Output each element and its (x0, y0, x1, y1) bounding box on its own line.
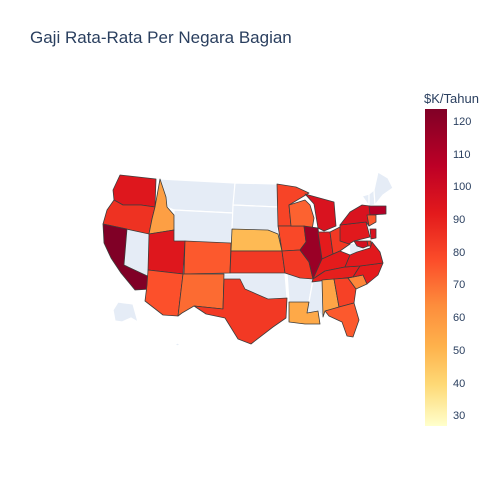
colorbar-tick-label: 50 (453, 344, 466, 357)
colorbar-gradient (425, 109, 447, 426)
state-tx[interactable] (193, 278, 288, 345)
state-la[interactable] (288, 301, 321, 325)
state-ne[interactable] (230, 228, 283, 252)
state-ct[interactable] (366, 214, 377, 227)
state-me[interactable] (373, 171, 394, 206)
colorbar-tick-label: 80 (453, 246, 466, 259)
state-nj[interactable] (369, 228, 377, 240)
state-mt[interactable] (159, 178, 236, 214)
colorbar-tick-label: 120 (453, 116, 472, 129)
colorbar-tick-label: 30 (453, 410, 466, 423)
colorbar-tick-label: 70 (453, 279, 466, 292)
state-va[interactable] (344, 241, 384, 268)
state-wy[interactable] (173, 209, 234, 244)
state-ma[interactable] (368, 205, 387, 216)
colorbar-tick-label: 100 (453, 181, 472, 194)
colorbar-tick-label: 90 (453, 214, 466, 227)
colorbar-tick-label: 40 (453, 377, 466, 390)
state-ks[interactable] (229, 250, 286, 274)
colorbar-title: $K/Tahun (424, 91, 479, 106)
state-wa[interactable] (112, 174, 157, 208)
state-az[interactable] (144, 269, 184, 317)
state-ak[interactable] (112, 301, 139, 323)
state-ga[interactable] (333, 277, 357, 308)
state-mi[interactable] (304, 193, 337, 232)
state-vt[interactable] (361, 193, 370, 207)
state-hi[interactable] (174, 342, 181, 347)
state-md[interactable] (353, 240, 369, 249)
state-fl[interactable] (324, 302, 360, 338)
state-co[interactable] (183, 240, 232, 275)
colorbar-tick-label: 110 (453, 148, 471, 161)
map-title: Gaji Rata-Rata Per Negara Bagian (30, 28, 292, 47)
state-nd[interactable] (232, 182, 279, 208)
colorbar-tick-label: 60 (453, 312, 466, 325)
state-id[interactable] (148, 178, 175, 235)
state-wi[interactable] (288, 199, 315, 231)
states-layer (102, 171, 394, 347)
